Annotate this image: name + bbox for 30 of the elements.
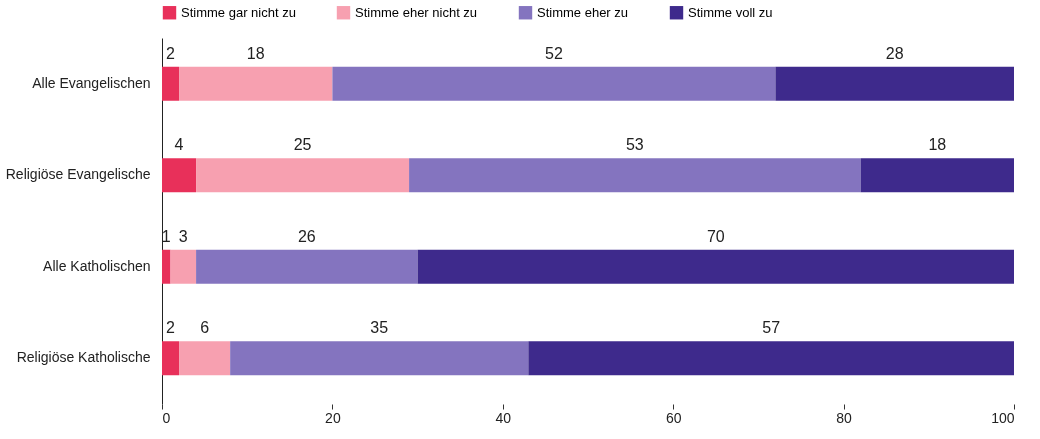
- data-label: 52: [545, 44, 563, 62]
- y-tick-label: Religiöse Katholische: [16, 349, 151, 366]
- data-label: 1: [161, 227, 171, 245]
- legend-label: Stimme gar nicht zu: [181, 4, 296, 20]
- x-tick-label: 60: [665, 409, 682, 426]
- data-label: 28: [885, 44, 904, 62]
- data-label: 3: [178, 227, 188, 245]
- legend-label: Stimme eher zu: [537, 4, 629, 20]
- data-label: 26: [297, 227, 316, 245]
- data-label: 18: [246, 44, 265, 62]
- x-tick-label: 100: [991, 409, 1015, 426]
- y-tick-label: Religiöse Evangelische: [5, 166, 151, 183]
- data-label: 53: [625, 136, 644, 154]
- data-label: 70: [706, 227, 725, 245]
- x-tick-label: 0: [162, 409, 171, 426]
- data-label: 25: [293, 136, 312, 154]
- y-tick-label: Alle Katholischen: [43, 257, 151, 274]
- data-label: 4: [174, 136, 184, 154]
- legend-label: Stimme eher nicht zu: [355, 4, 478, 20]
- data-label: 57: [762, 319, 781, 337]
- x-tick-label: 80: [836, 409, 853, 426]
- x-tick-label: 20: [325, 409, 341, 426]
- x-tick-label: 40: [495, 409, 512, 426]
- data-label: 2: [166, 44, 176, 62]
- y-tick-label: Alle Evangelischen: [32, 74, 151, 91]
- data-label: 18: [928, 136, 947, 154]
- data-label: 2: [166, 319, 176, 337]
- data-label: 35: [370, 319, 389, 337]
- legend-label: Stimme voll zu: [688, 4, 773, 20]
- data-label: 6: [200, 319, 210, 337]
